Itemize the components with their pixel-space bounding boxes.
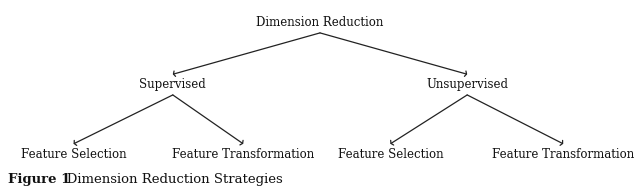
Text: Feature Selection: Feature Selection	[337, 148, 444, 161]
Text: Figure 1: Figure 1	[8, 173, 70, 186]
Text: Supervised: Supervised	[140, 78, 206, 91]
Text: Dimension Reduction: Dimension Reduction	[256, 16, 384, 29]
Text: Feature Transformation: Feature Transformation	[172, 148, 314, 161]
Text: Feature Selection: Feature Selection	[20, 148, 127, 161]
Text: Unsupervised: Unsupervised	[426, 78, 508, 91]
Text: Feature Transformation: Feature Transformation	[492, 148, 634, 161]
Text: Dimension Reduction Strategies: Dimension Reduction Strategies	[54, 173, 282, 186]
